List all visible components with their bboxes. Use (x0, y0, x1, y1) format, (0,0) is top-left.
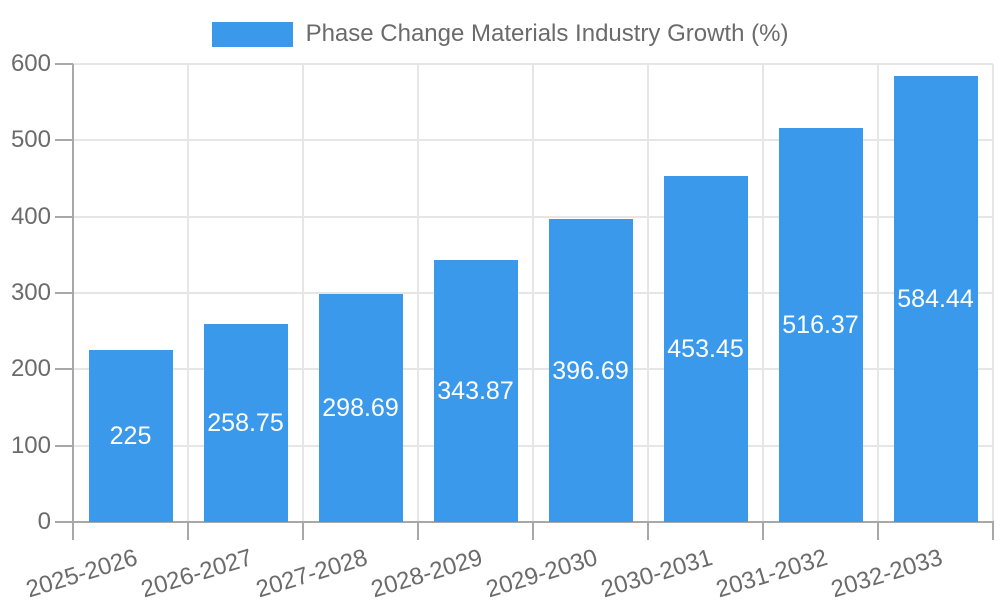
y-axis-tick-label: 0 (37, 508, 51, 535)
gridline-vertical (992, 64, 994, 522)
bar-value-label: 225 (109, 422, 152, 451)
gridline-vertical (187, 64, 189, 522)
y-axis-tick (55, 215, 73, 218)
bar (548, 219, 633, 522)
bar (663, 175, 748, 522)
gridline-vertical (302, 64, 304, 522)
x-axis-tick-label: 2032-2033 (827, 544, 946, 600)
legend-label: Phase Change Materials Industry Growth (… (305, 20, 789, 47)
y-axis-tick-label: 300 (10, 279, 51, 306)
bar-value-label: 343.87 (437, 376, 514, 405)
gridline-vertical (877, 64, 879, 522)
x-axis-tick-label: 2027-2028 (252, 544, 371, 600)
gridline-vertical (762, 64, 764, 522)
bar-value-label: 516.37 (782, 310, 859, 339)
x-axis (72, 521, 994, 523)
y-axis-tick-label: 200 (10, 355, 51, 383)
gridline-vertical (532, 64, 534, 522)
gridline-vertical (647, 64, 649, 522)
bar (203, 324, 288, 522)
x-axis-tick (532, 522, 534, 540)
y-axis-tick-label: 500 (10, 126, 51, 154)
x-axis-tick-label: 2030-2031 (597, 544, 716, 600)
y-axis-tick-label: 100 (10, 431, 51, 459)
x-axis-tick-label: 2025-2026 (22, 544, 141, 600)
y-axis-tick (55, 521, 73, 523)
bar-value-label: 258.75 (207, 409, 284, 438)
gridline-vertical (417, 64, 419, 522)
bar (88, 350, 173, 522)
x-axis-tick (762, 522, 764, 540)
bar (318, 293, 403, 522)
bar-value-label: 396.69 (552, 356, 629, 385)
x-axis-tick (877, 522, 879, 540)
y-axis (72, 64, 74, 522)
x-axis-tick (992, 522, 994, 540)
bar (893, 75, 978, 522)
x-axis-tick-label: 2029-2030 (482, 544, 601, 600)
x-axis-tick-label: 2026-2027 (137, 544, 256, 600)
y-axis-tick (55, 444, 73, 447)
bar (433, 259, 518, 522)
chart-legend[interactable]: Phase Change Materials Industry Growth (… (0, 20, 1000, 48)
x-axis-tick-label: 2028-2029 (367, 544, 486, 600)
y-axis-tick (55, 63, 73, 65)
y-axis-tick (55, 292, 73, 294)
x-axis-tick (72, 522, 74, 540)
x-axis-tick (302, 522, 304, 540)
y-axis-tick (55, 368, 73, 371)
bar (778, 127, 863, 522)
y-axis-tick (55, 139, 73, 142)
y-axis-tick-label: 600 (10, 50, 51, 77)
legend-swatch (211, 21, 293, 47)
x-axis-tick (647, 522, 649, 540)
y-axis-tick-label: 400 (10, 202, 51, 230)
x-axis-tick (417, 522, 419, 540)
bar-value-label: 453.45 (667, 334, 744, 363)
x-axis-tick-label: 2031-2032 (712, 544, 831, 600)
bar-value-label: 298.69 (322, 393, 399, 422)
bar-value-label: 584.44 (897, 284, 974, 313)
x-axis-tick (187, 522, 189, 540)
